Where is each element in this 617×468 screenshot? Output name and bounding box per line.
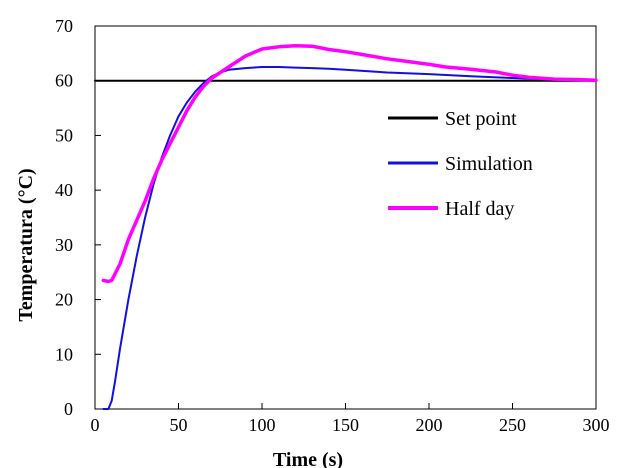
y-tick-label: 40 [55, 180, 73, 200]
legend-label-set-point: Set point [445, 108, 517, 130]
x-axis-title: Time (s) [273, 449, 343, 468]
legend-label-half-day: Half day [445, 198, 514, 220]
plot-area-border [94, 25, 597, 410]
series-line-half-day [101, 43, 598, 284]
plot-frame [94, 25, 597, 410]
x-tick-label: 300 [583, 415, 610, 435]
series-layer [94, 43, 598, 410]
x-tick-label: 200 [416, 415, 443, 435]
x-tick-label: 150 [332, 415, 359, 435]
x-tick-label: 250 [499, 415, 526, 435]
y-tick-label: 60 [55, 71, 73, 91]
y-tick-label: 20 [55, 290, 73, 310]
y-tick-label: 10 [55, 344, 73, 364]
legend: Set point Simulation Half day [388, 108, 533, 220]
y-tick-label: 0 [64, 399, 73, 419]
legend-label-simulation: Simulation [445, 153, 533, 175]
x-tick-label: 100 [249, 415, 276, 435]
x-tick-label: 0 [91, 415, 100, 435]
ticks-layer: 0 50 100 150 200 250 300 0 10 20 30 40 50 60 70 [55, 16, 610, 435]
y-tick-label: 70 [55, 16, 73, 36]
y-tick-label: 50 [55, 125, 73, 145]
x-tick-label: 50 [170, 415, 188, 435]
y-tick-label: 30 [55, 235, 73, 255]
series-line-simulation [102, 66, 597, 410]
y-axis-title: Temperatura (°C) [15, 168, 37, 321]
